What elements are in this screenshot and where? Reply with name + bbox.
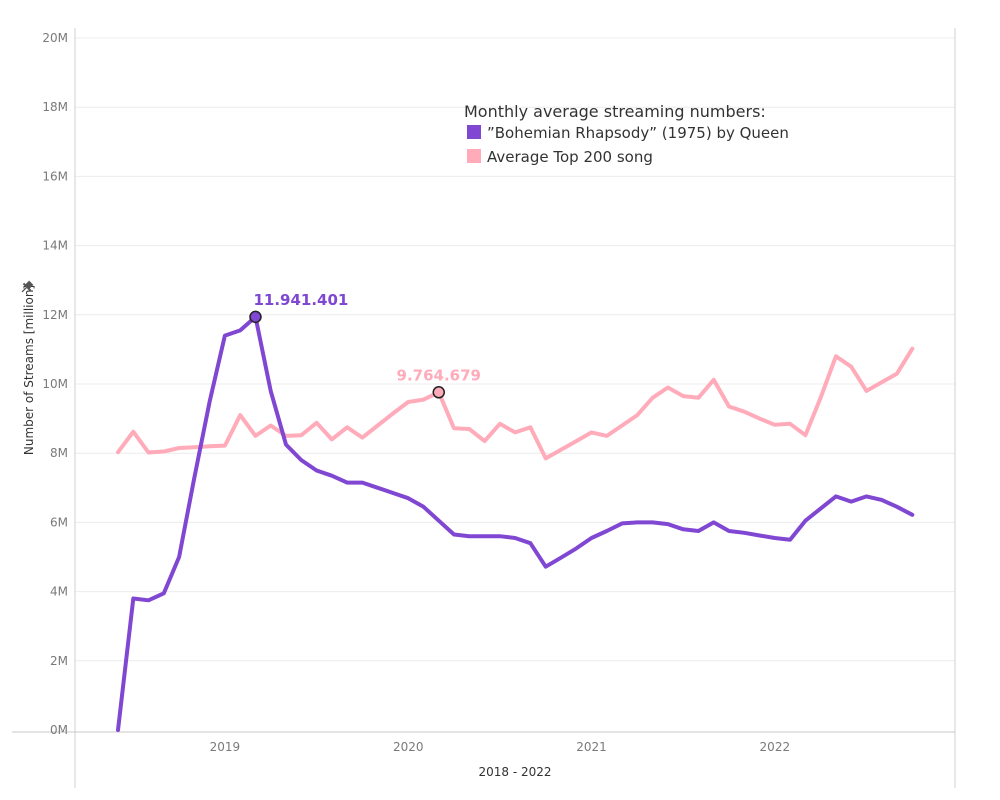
legend-label-queen: ”Bohemian Rhapsody” (1975) by Queen xyxy=(487,124,789,142)
y-tick-label: 6M xyxy=(50,515,68,529)
legend-swatch-top200 xyxy=(467,149,481,163)
y-tick-label: 18M xyxy=(42,100,68,114)
x-tick-label: 2022 xyxy=(760,740,791,754)
legend: Monthly average streaming numbers: ”Bohe… xyxy=(464,102,789,166)
x-axis-title: 2018 - 2022 xyxy=(478,765,551,779)
series-line-top200 xyxy=(116,346,915,461)
y-tick-label: 14M xyxy=(42,239,68,253)
annotations: 11.941.401 9.764.679 xyxy=(249,291,481,399)
legend-swatch-queen xyxy=(467,125,481,139)
annotation-label: 9.764.679 xyxy=(397,366,481,384)
y-tick-label: 8M xyxy=(50,446,68,460)
x-tick-label: 2019 xyxy=(210,740,241,754)
y-axis-ticks: 0M 2M 4M 6M 8M 10M 12M 14M 16M 18M 20M xyxy=(42,31,68,737)
y-tick-label: 4M xyxy=(50,585,68,599)
gridlines xyxy=(75,37,955,662)
y-axis-title: Number of Streams [million] xyxy=(22,285,36,455)
annotation-point[interactable] xyxy=(432,386,446,399)
series-line-queen xyxy=(116,314,915,732)
y-tick-label: 12M xyxy=(42,308,68,322)
y-tick-label: 10M xyxy=(42,377,68,391)
y-tick-label: 2M xyxy=(50,654,68,668)
y-tick-label: 16M xyxy=(42,169,68,183)
annotation-label: 11.941.401 xyxy=(253,291,348,309)
x-axis-ticks: 2019 2020 2021 2022 xyxy=(210,740,790,754)
series-lines xyxy=(116,314,915,732)
x-tick-label: 2021 xyxy=(576,740,607,754)
legend-label-top200: Average Top 200 song xyxy=(487,148,653,166)
y-tick-label: 0M xyxy=(50,723,68,737)
legend-title: Monthly average streaming numbers: xyxy=(464,102,766,121)
x-tick-label: 2020 xyxy=(393,740,424,754)
y-tick-label: 20M xyxy=(42,31,68,45)
annotation-point[interactable] xyxy=(249,310,262,324)
